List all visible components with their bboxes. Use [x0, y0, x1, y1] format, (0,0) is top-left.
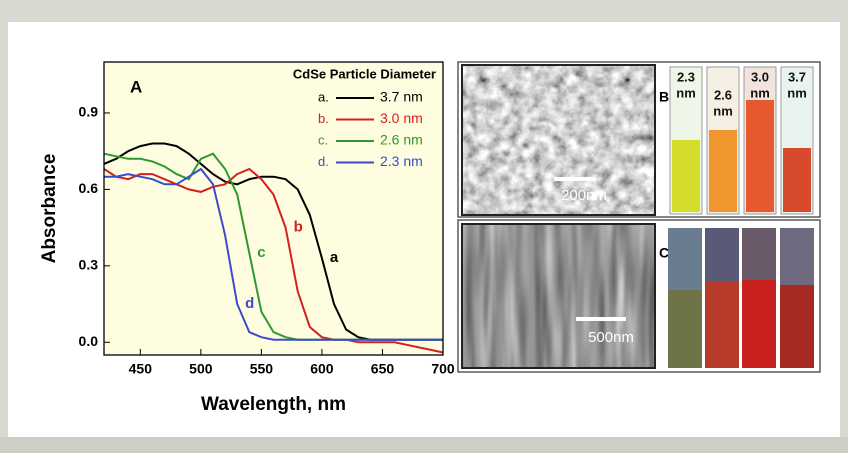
scale-label: 500nm [588, 329, 634, 346]
footer-band [0, 437, 848, 453]
x-tick-label: 550 [250, 361, 274, 377]
legend-prefix: b. [318, 111, 329, 126]
y-axis-label: Absorbance [39, 154, 60, 264]
x-tick-label: 500 [189, 361, 213, 377]
vial-label: 3.0 [751, 69, 769, 84]
legend-prefix: d. [318, 154, 329, 169]
y-tick-label: 0.9 [79, 104, 99, 120]
curve-label: b [294, 219, 303, 236]
legend-label: 3.0 nm [380, 110, 423, 126]
vial-liquid [672, 140, 700, 212]
curve-label: a [330, 249, 339, 266]
y-tick-label: 0.6 [79, 180, 99, 196]
vial-liquid [783, 148, 811, 212]
x-tick-label: 700 [431, 361, 455, 377]
vial-liquid [742, 280, 776, 368]
vial-label: nm [676, 85, 696, 100]
x-axis-label: Wavelength, nm [201, 394, 346, 415]
legend-prefix: a. [318, 89, 329, 104]
vial-liquid [709, 130, 737, 212]
vial-label: 2.6 [714, 87, 732, 102]
y-tick-label: 0.3 [79, 257, 99, 273]
panel-label: A [130, 77, 142, 96]
vial-label: nm [787, 85, 807, 100]
curve-label: d [245, 295, 254, 312]
legend-title: CdSe Particle Diameter [293, 66, 436, 81]
plot-background [104, 62, 443, 355]
vial-label: nm [713, 103, 733, 118]
panel-label: B [659, 89, 669, 105]
legend-label: 2.3 nm [380, 153, 423, 169]
vial-liquid [668, 290, 702, 368]
vial-label: 2.3 [677, 69, 695, 84]
scale-label: 200nm [561, 187, 607, 204]
figure: 200nm B 500nm C 2.3nm2.6nm3.0nm3.7nm4505… [0, 0, 848, 453]
vial-liquid [780, 285, 814, 368]
sem-image [462, 65, 655, 215]
x-tick-label: 450 [129, 361, 153, 377]
y-tick-label: 0.0 [79, 333, 99, 349]
curve-label: c [257, 244, 265, 261]
vial-label: nm [750, 85, 770, 100]
sem-image [462, 224, 655, 368]
legend-prefix: c. [318, 132, 328, 147]
legend-label: 3.7 nm [380, 89, 423, 105]
x-tick-label: 600 [310, 361, 334, 377]
legend-label: 2.6 nm [380, 132, 423, 148]
panel-label: C [659, 245, 669, 261]
vial-liquid [705, 282, 739, 368]
vial-label: 3.7 [788, 69, 806, 84]
vial-liquid [746, 100, 774, 212]
x-tick-label: 650 [371, 361, 395, 377]
